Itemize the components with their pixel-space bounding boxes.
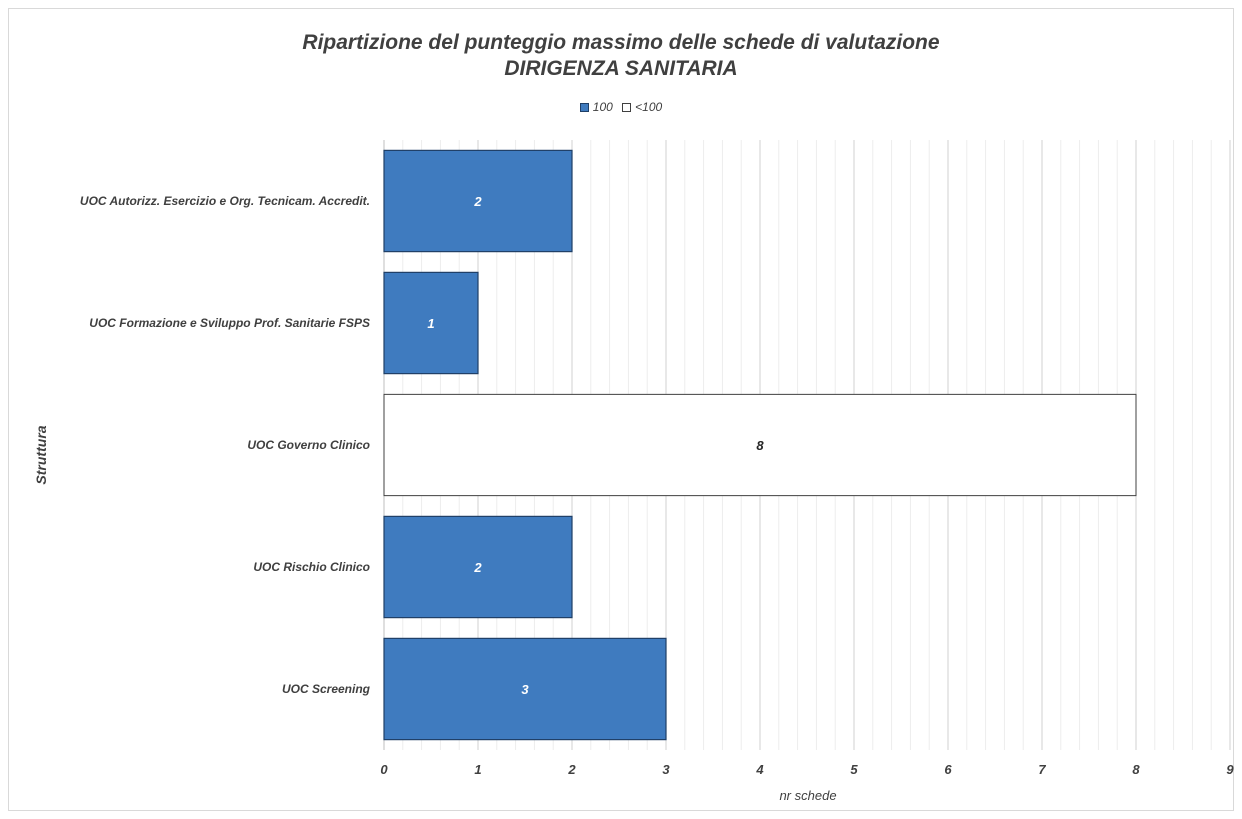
category-label: UOC Rischio Clinico [253,560,370,574]
category-label: UOC Screening [282,682,371,696]
chart-subtitle: DIRIGENZA SANITARIA [504,57,738,80]
category-label: UOC Governo Clinico [247,438,370,452]
x-tick-label: 5 [850,762,858,777]
legend-swatch-lt100 [622,102,632,112]
data-label: 3 [521,682,529,697]
data-label: 1 [427,316,434,331]
chart-legend: 100 <100 [0,100,1242,115]
x-tick-label: 4 [755,762,764,777]
bar [383,515,573,619]
category-label: UOC Formazione e Sviluppo Prof. Sanitari… [89,316,370,330]
x-tick-label: 6 [944,762,952,777]
x-tick-label: 3 [662,762,670,777]
legend-swatch-100 [579,102,589,112]
x-tick-label: 0 [380,762,388,777]
data-label: 2 [473,194,482,209]
legend-label-lt100: <100 [635,100,663,114]
bar [383,149,573,253]
legend-item-lt100: <100 [622,100,662,114]
data-label: 2 [473,560,482,575]
legend-item-100: 100 [579,100,613,114]
x-tick-label: 8 [1132,762,1140,777]
x-tick-label: 7 [1038,762,1046,777]
bar [383,271,479,375]
y-axis-title: Struttura [33,425,49,484]
x-tick-label: 9 [1226,762,1234,777]
legend-label-100: 100 [592,100,613,114]
chart-title: Ripartizione del punteggio massimo delle… [302,31,940,54]
category-label: UOC Autorizz. Esercizio e Org. Tecnicam.… [80,194,370,208]
x-axis-title: nr schede [779,788,836,803]
bar [383,637,667,741]
x-tick-label: 1 [474,762,481,777]
bar [383,393,1137,497]
x-tick-label: 2 [567,762,576,777]
data-label: 8 [756,438,764,453]
